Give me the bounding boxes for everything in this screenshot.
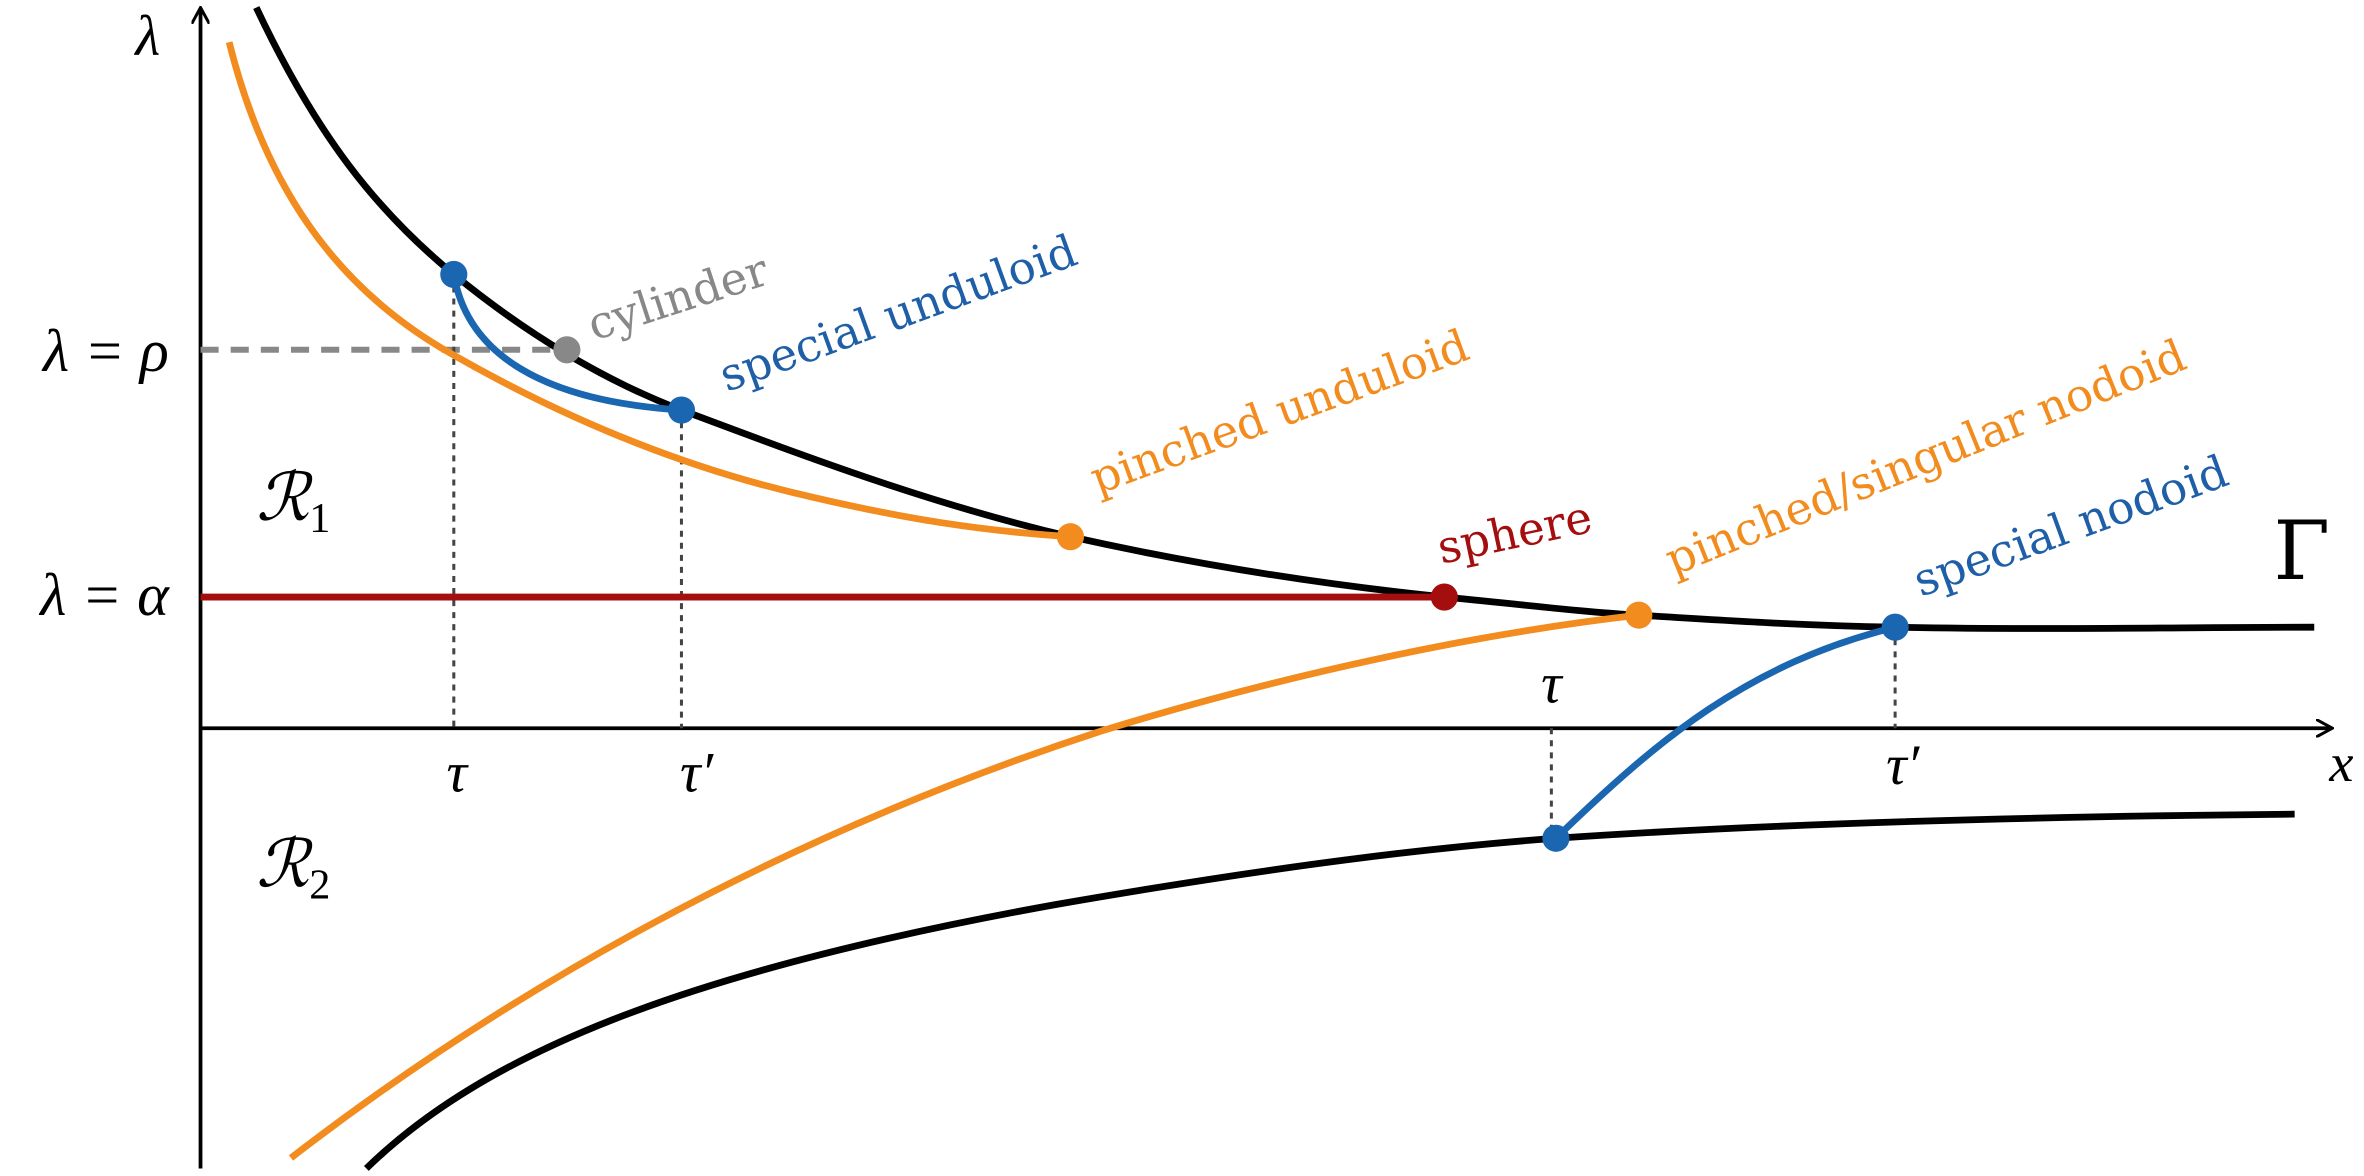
tick-label: τ [447,742,470,805]
points [440,260,1909,852]
gamma-label: Γ [2274,504,2330,599]
pinched-nodoid-label: pinched/singular nodoid [1658,329,2193,586]
tick-label: τ′ [680,742,715,805]
special-unduloid-label: special unduloid [712,224,1083,402]
x-label: x [2328,733,2353,793]
region-1: ℛ1 [256,462,330,542]
sphere-label: sphere [1433,490,1597,574]
pinched-unduloid-curve [225,41,1071,541]
cylinder-label: cylinder [581,243,775,351]
alpha-label: λ = α [38,562,170,629]
region-2: ℛ2 [256,829,330,909]
y-label: λ [133,4,160,67]
special-unduloid-curve [450,273,682,414]
special-nodoid-curve [1553,623,1896,841]
pinched-nodoid-curve [288,611,1640,1161]
tick-label: τ′ [1886,734,1921,797]
rho-label: λ = ρ [41,318,169,385]
pinched-unduloid-label: pinched unduloid [1083,319,1476,505]
lower-curve [363,810,2295,1171]
tick-label: τ [1541,653,1564,716]
